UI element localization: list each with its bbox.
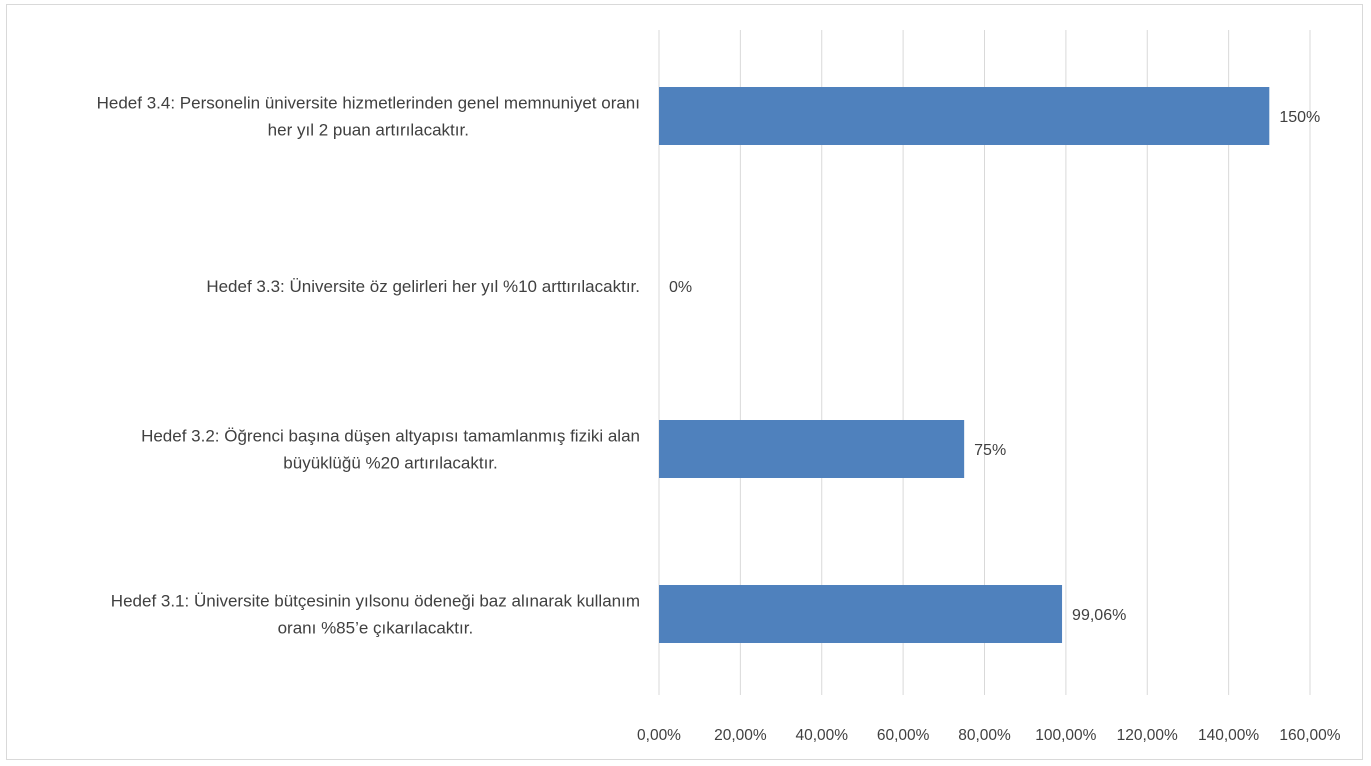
bars (659, 87, 1270, 643)
x-tick-label: 60,00% (877, 727, 930, 744)
x-tick-label: 120,00% (1117, 727, 1178, 744)
data-label: 0% (669, 279, 692, 296)
labels: 0,00% 20,00% 40,00% 60,00% 80,00% 100,00% 120,… (97, 94, 1341, 745)
data-label: 150% (1279, 109, 1320, 126)
data-label: 75% (974, 442, 1006, 459)
bar (659, 420, 965, 478)
x-tick-label: 160,00% (1279, 727, 1340, 744)
category-label: oranı %85’e çıkarılacaktır. (278, 619, 474, 638)
x-tick-label: 100,00% (1035, 727, 1096, 744)
category-label: Hedef 3.1: Üniversite bütçesinin yılsonu… (111, 592, 640, 611)
category-label: her yıl 2 puan artırılacaktır. (268, 121, 469, 140)
x-tick-label: 0,00% (637, 727, 681, 744)
category-label: Hedef 3.4: Personelin üniversite hizmetl… (97, 94, 640, 113)
category-label: Hedef 3.3: Üniversite öz gelirleri her y… (206, 277, 640, 296)
bar (659, 87, 1270, 145)
bar (659, 585, 1063, 643)
x-tick-label: 40,00% (795, 727, 848, 744)
category-label: büyüklüğü %20 artırılacaktır. (283, 454, 498, 473)
x-tick-label: 20,00% (714, 727, 767, 744)
x-tick-label: 140,00% (1198, 727, 1259, 744)
data-label: 99,06% (1072, 607, 1126, 624)
category-label: Hedef 3.2: Öğrenci başına düşen altyapıs… (141, 427, 640, 446)
x-tick-label: 80,00% (958, 727, 1011, 744)
